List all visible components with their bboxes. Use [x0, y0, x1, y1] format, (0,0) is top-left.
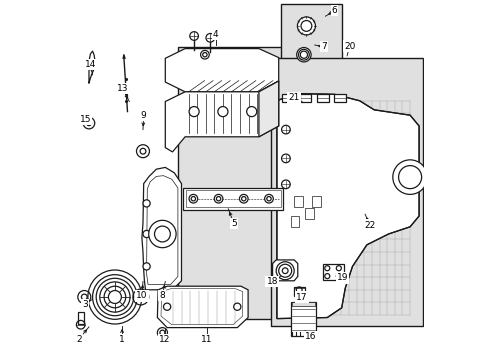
Bar [317, 94, 328, 102]
Text: 17: 17 [296, 292, 307, 302]
Circle shape [278, 264, 291, 277]
Text: 3: 3 [82, 300, 88, 309]
Text: 9: 9 [141, 111, 146, 120]
Text: 5: 5 [230, 219, 236, 228]
Text: 19: 19 [336, 274, 347, 282]
Bar [271, 58, 422, 326]
Circle shape [264, 194, 273, 203]
Bar [178, 47, 296, 319]
Circle shape [142, 200, 150, 207]
Text: 10: 10 [136, 292, 147, 300]
Bar [280, 4, 341, 86]
Circle shape [214, 194, 223, 203]
Circle shape [300, 51, 307, 58]
Text: 20: 20 [343, 42, 355, 51]
Text: 15: 15 [80, 115, 91, 124]
Bar [290, 302, 316, 336]
Circle shape [163, 303, 170, 310]
Circle shape [336, 266, 341, 271]
Circle shape [189, 194, 197, 203]
Text: 18: 18 [266, 277, 277, 286]
Text: 14: 14 [84, 60, 96, 69]
Circle shape [398, 166, 421, 189]
Bar [294, 196, 302, 207]
Circle shape [324, 274, 329, 279]
Text: 6: 6 [331, 6, 337, 15]
Text: 13: 13 [117, 84, 128, 93]
Text: 11: 11 [201, 335, 212, 343]
Circle shape [154, 226, 170, 242]
Polygon shape [165, 81, 278, 152]
Circle shape [205, 33, 214, 42]
Circle shape [189, 107, 199, 117]
Polygon shape [142, 167, 181, 290]
Bar [305, 208, 313, 219]
Text: 22: 22 [364, 220, 375, 230]
Circle shape [297, 17, 315, 35]
Circle shape [142, 263, 150, 270]
Bar [299, 94, 311, 102]
Circle shape [281, 180, 289, 189]
Circle shape [189, 32, 198, 40]
Bar [290, 216, 299, 227]
Text: 21: 21 [288, 94, 299, 103]
Text: 12: 12 [159, 335, 170, 343]
Polygon shape [276, 94, 418, 319]
Circle shape [392, 160, 427, 194]
Circle shape [218, 107, 227, 117]
Circle shape [281, 125, 289, 134]
Text: 16: 16 [305, 332, 316, 341]
Text: 2: 2 [76, 335, 81, 343]
Circle shape [142, 230, 150, 238]
Circle shape [281, 154, 289, 163]
Bar [292, 302, 314, 306]
Circle shape [233, 303, 241, 310]
Bar [282, 94, 293, 102]
Circle shape [336, 274, 341, 279]
Bar [78, 312, 83, 324]
Circle shape [239, 194, 247, 203]
Circle shape [246, 107, 256, 117]
Text: 1: 1 [119, 335, 125, 343]
Text: 8: 8 [159, 291, 165, 300]
Bar [333, 94, 345, 102]
Polygon shape [182, 188, 283, 210]
Text: 7: 7 [320, 42, 326, 51]
Text: 4: 4 [212, 30, 218, 39]
Circle shape [157, 328, 167, 338]
Circle shape [296, 48, 310, 62]
Bar [293, 287, 304, 296]
Polygon shape [157, 286, 247, 328]
Polygon shape [165, 49, 278, 92]
Bar [322, 264, 343, 280]
Circle shape [148, 220, 176, 248]
Circle shape [324, 266, 329, 271]
Polygon shape [258, 81, 278, 137]
Polygon shape [272, 260, 297, 281]
Bar [311, 196, 320, 207]
Circle shape [301, 21, 311, 31]
